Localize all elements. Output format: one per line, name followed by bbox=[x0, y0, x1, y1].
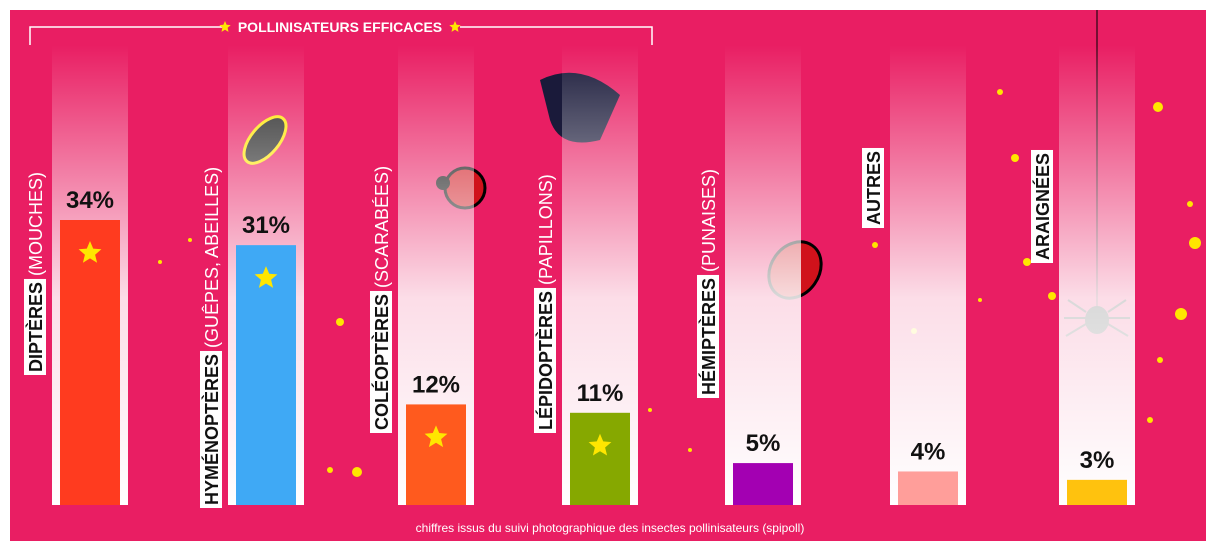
value-label: 11% bbox=[577, 380, 624, 407]
category-note: (SCARABÉES) bbox=[372, 166, 392, 288]
category-name: LÉPIDOPTÈRES bbox=[535, 291, 556, 430]
bar bbox=[570, 412, 630, 505]
bar bbox=[1067, 479, 1127, 505]
category-box bbox=[370, 290, 392, 433]
category-name: DIPTÈRES bbox=[25, 282, 46, 372]
pollinator-star bbox=[254, 266, 278, 288]
category-label: AUTRES bbox=[862, 147, 884, 228]
pollinator-star bbox=[588, 433, 612, 456]
category-box bbox=[697, 274, 719, 398]
category-name: ARAIGNÉES bbox=[1032, 153, 1053, 260]
category-note: (PUNAISES) bbox=[699, 169, 719, 272]
bar bbox=[898, 471, 958, 505]
footnote: chiffres issus du suivi photographique d… bbox=[416, 521, 805, 535]
category-label: DIPTÈRES (MOUCHES) bbox=[24, 172, 46, 375]
category-box bbox=[1031, 149, 1053, 263]
category-label: ARAIGNÉES bbox=[1031, 149, 1053, 263]
annotation-star bbox=[219, 21, 231, 32]
value-label: 3% bbox=[1080, 447, 1115, 474]
category-box bbox=[534, 287, 556, 433]
category-box bbox=[24, 278, 46, 375]
category-name: HYMÉNOPTÈRES bbox=[201, 354, 222, 505]
annotation: POLLINISATEURS EFFICACES bbox=[238, 19, 442, 35]
bar bbox=[406, 404, 466, 505]
category-name: HÉMIPTÈRES bbox=[698, 278, 719, 395]
bracket bbox=[29, 26, 653, 45]
pollinator-star bbox=[424, 425, 448, 448]
annotation-star bbox=[449, 21, 461, 32]
pollinator-star bbox=[78, 241, 102, 263]
category-name: AUTRES bbox=[864, 151, 884, 225]
value-label: 4% bbox=[911, 438, 946, 465]
category-name: COLÉOPTÈRES bbox=[371, 294, 392, 430]
category-label: LÉPIDOPTÈRES (PAPILLONS) bbox=[534, 174, 556, 433]
value-label: 31% bbox=[242, 212, 290, 239]
category-note: (MOUCHES) bbox=[26, 172, 46, 276]
pollen-dots bbox=[158, 89, 1201, 477]
value-label: 5% bbox=[746, 430, 781, 457]
column-strip bbox=[1059, 45, 1135, 505]
bar bbox=[236, 245, 296, 505]
category-box bbox=[862, 147, 884, 228]
category-box bbox=[200, 350, 222, 508]
value-label: 34% bbox=[66, 187, 114, 214]
category-label: HYMÉNOPTÈRES (GUÊPES, ABEILLES) bbox=[200, 167, 222, 508]
category-note: (PAPILLONS) bbox=[536, 174, 556, 285]
category-label: HÉMIPTÈRES (PUNAISES) bbox=[697, 169, 719, 398]
value-label: 12% bbox=[412, 371, 460, 398]
category-label: COLÉOPTÈRES (SCARABÉES) bbox=[370, 166, 392, 433]
bar bbox=[733, 463, 793, 505]
category-note: (GUÊPES, ABEILLES) bbox=[202, 167, 222, 348]
column-strip bbox=[890, 45, 966, 505]
bar bbox=[60, 220, 120, 505]
column-strip bbox=[725, 45, 801, 505]
